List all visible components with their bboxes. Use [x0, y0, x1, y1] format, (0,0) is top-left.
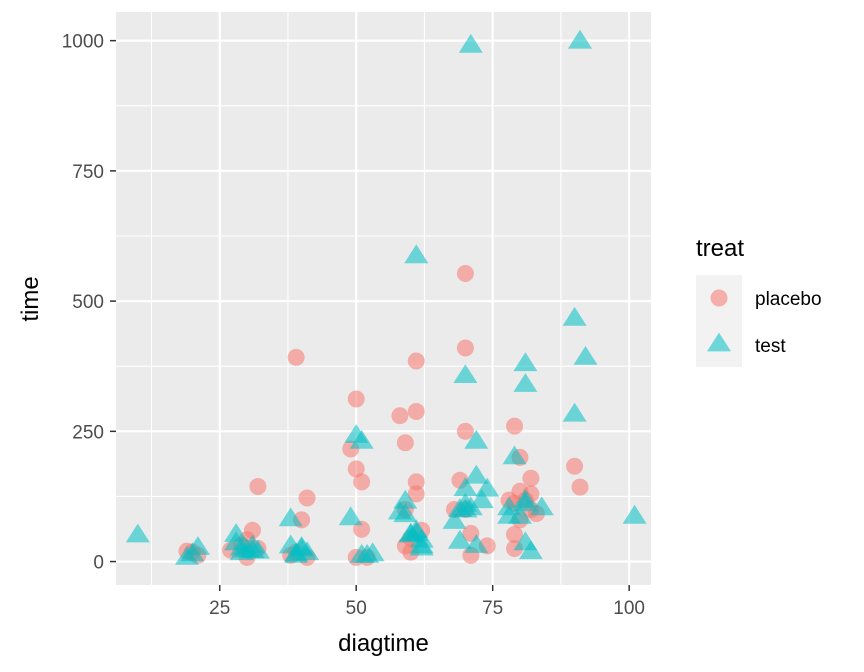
- plot-panel: [116, 12, 651, 585]
- test-point-46: [464, 534, 489, 553]
- placebo-point-57: [571, 478, 589, 496]
- placebo-point-12: [287, 348, 305, 366]
- x-tick-label-1: 50: [346, 598, 367, 619]
- test-point-52: [508, 504, 532, 524]
- data-points: [125, 29, 647, 566]
- placebo-point-56: [566, 457, 584, 475]
- test-point-61: [562, 402, 587, 422]
- test-point-19: [338, 506, 363, 526]
- placebo-point-31: [407, 485, 425, 503]
- legend: treat placebo test: [696, 235, 822, 367]
- test-point-65: [453, 498, 478, 518]
- y-tick-label-4: 1000: [62, 32, 104, 53]
- test-point-62: [568, 29, 592, 49]
- placebo-point-32: [407, 352, 425, 370]
- x-tick-label-0: 25: [209, 598, 230, 619]
- placebo-point-37: [456, 339, 474, 357]
- y-tick-label-0: 0: [93, 553, 104, 574]
- legend-key-placebo: [710, 289, 728, 307]
- legend-keys: [707, 289, 731, 352]
- placebo-point-52: [522, 469, 540, 487]
- test-point-54: [513, 373, 538, 392]
- placebo-point-45: [506, 417, 524, 435]
- x-tick-label-2: 75: [482, 598, 503, 619]
- y-axis: 0 250 500 750 1000: [62, 32, 116, 574]
- test-point-12: [278, 507, 303, 527]
- x-tick-label-3: 100: [613, 598, 645, 619]
- placebo-point-29: [407, 403, 425, 421]
- placebo-point-15: [298, 489, 316, 507]
- test-point-24: [360, 542, 385, 562]
- test-point-18: [295, 541, 320, 561]
- placebo-point-30: [407, 473, 425, 491]
- test-point-26: [393, 489, 418, 509]
- test-point-63: [573, 346, 598, 365]
- y-tick-label-2: 500: [72, 292, 104, 313]
- placebo-point-19: [347, 460, 365, 478]
- x-axis: 25 50 75 100: [209, 585, 645, 619]
- test-point-30: [404, 244, 429, 264]
- test-point-56: [513, 492, 538, 512]
- test-point-45: [464, 464, 489, 484]
- test-point-0: [125, 523, 150, 543]
- test-point-42: [458, 33, 483, 53]
- x-axis-title: diagtime: [338, 630, 429, 657]
- placebo-point-36: [456, 264, 474, 282]
- series-test: [125, 29, 647, 565]
- legend-key-test: [707, 332, 731, 352]
- test-point-36: [442, 510, 467, 529]
- test-point-40: [453, 477, 478, 497]
- test-point-3: [185, 536, 210, 555]
- placebo-point-8: [249, 478, 267, 496]
- legend-label-test: test: [755, 336, 786, 357]
- y-tick-label-1: 250: [72, 422, 104, 443]
- y-axis-title: time: [17, 276, 44, 321]
- placebo-point-20: [353, 473, 371, 491]
- test-point-53: [513, 352, 538, 372]
- test-point-44: [464, 429, 489, 449]
- placebo-point-18: [347, 390, 365, 408]
- test-point-35: [409, 536, 434, 556]
- test-point-27: [393, 503, 418, 523]
- test-point-47: [469, 489, 494, 509]
- placebo-point-24: [396, 434, 414, 452]
- test-point-59: [529, 496, 554, 516]
- test-point-58: [518, 540, 543, 560]
- legend-title: treat: [696, 235, 744, 262]
- test-point-64: [622, 504, 647, 524]
- grid-minor: [116, 12, 651, 585]
- test-point-51: [502, 445, 527, 465]
- test-point-39: [453, 364, 478, 383]
- y-tick-label-3: 750: [72, 162, 104, 183]
- test-point-21: [349, 429, 374, 449]
- test-point-11: [245, 539, 270, 559]
- test-point-48: [475, 477, 500, 497]
- legend-label-placebo: placebo: [755, 289, 822, 310]
- test-point-38: [447, 529, 472, 549]
- test-point-60: [562, 306, 587, 326]
- placebo-point-23: [391, 407, 409, 425]
- placebo-point-7: [243, 521, 261, 539]
- placebo-point-38: [456, 422, 474, 440]
- placebo-point-46: [506, 525, 524, 543]
